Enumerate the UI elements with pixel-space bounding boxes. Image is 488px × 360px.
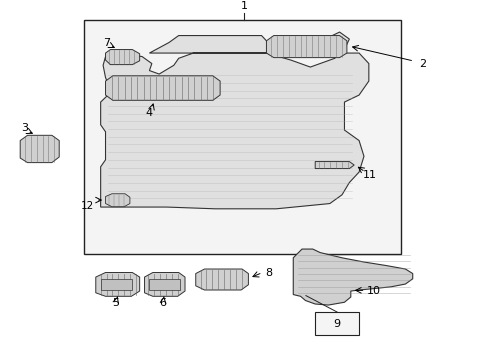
Bar: [101, 279, 132, 291]
Text: 3: 3: [21, 123, 28, 133]
Text: 10: 10: [366, 286, 380, 296]
Text: 4: 4: [145, 108, 153, 118]
Bar: [315, 312, 358, 335]
Polygon shape: [20, 135, 59, 163]
Polygon shape: [315, 162, 353, 168]
Text: 5: 5: [112, 298, 119, 307]
Text: 9: 9: [333, 319, 340, 329]
Bar: [83, 20, 400, 254]
Text: 12: 12: [81, 201, 94, 211]
Text: 11: 11: [363, 170, 377, 180]
Polygon shape: [105, 194, 130, 207]
Polygon shape: [144, 273, 184, 296]
Text: 6: 6: [159, 298, 166, 307]
Polygon shape: [195, 269, 248, 290]
Bar: [149, 279, 179, 291]
Text: 1: 1: [241, 1, 247, 11]
Polygon shape: [266, 36, 346, 58]
Polygon shape: [101, 32, 368, 209]
Text: 2: 2: [419, 59, 426, 68]
Text: 7: 7: [103, 37, 110, 48]
Polygon shape: [105, 76, 220, 100]
Text: 8: 8: [265, 267, 272, 278]
Polygon shape: [96, 273, 140, 296]
Polygon shape: [105, 50, 140, 64]
Polygon shape: [293, 249, 412, 305]
